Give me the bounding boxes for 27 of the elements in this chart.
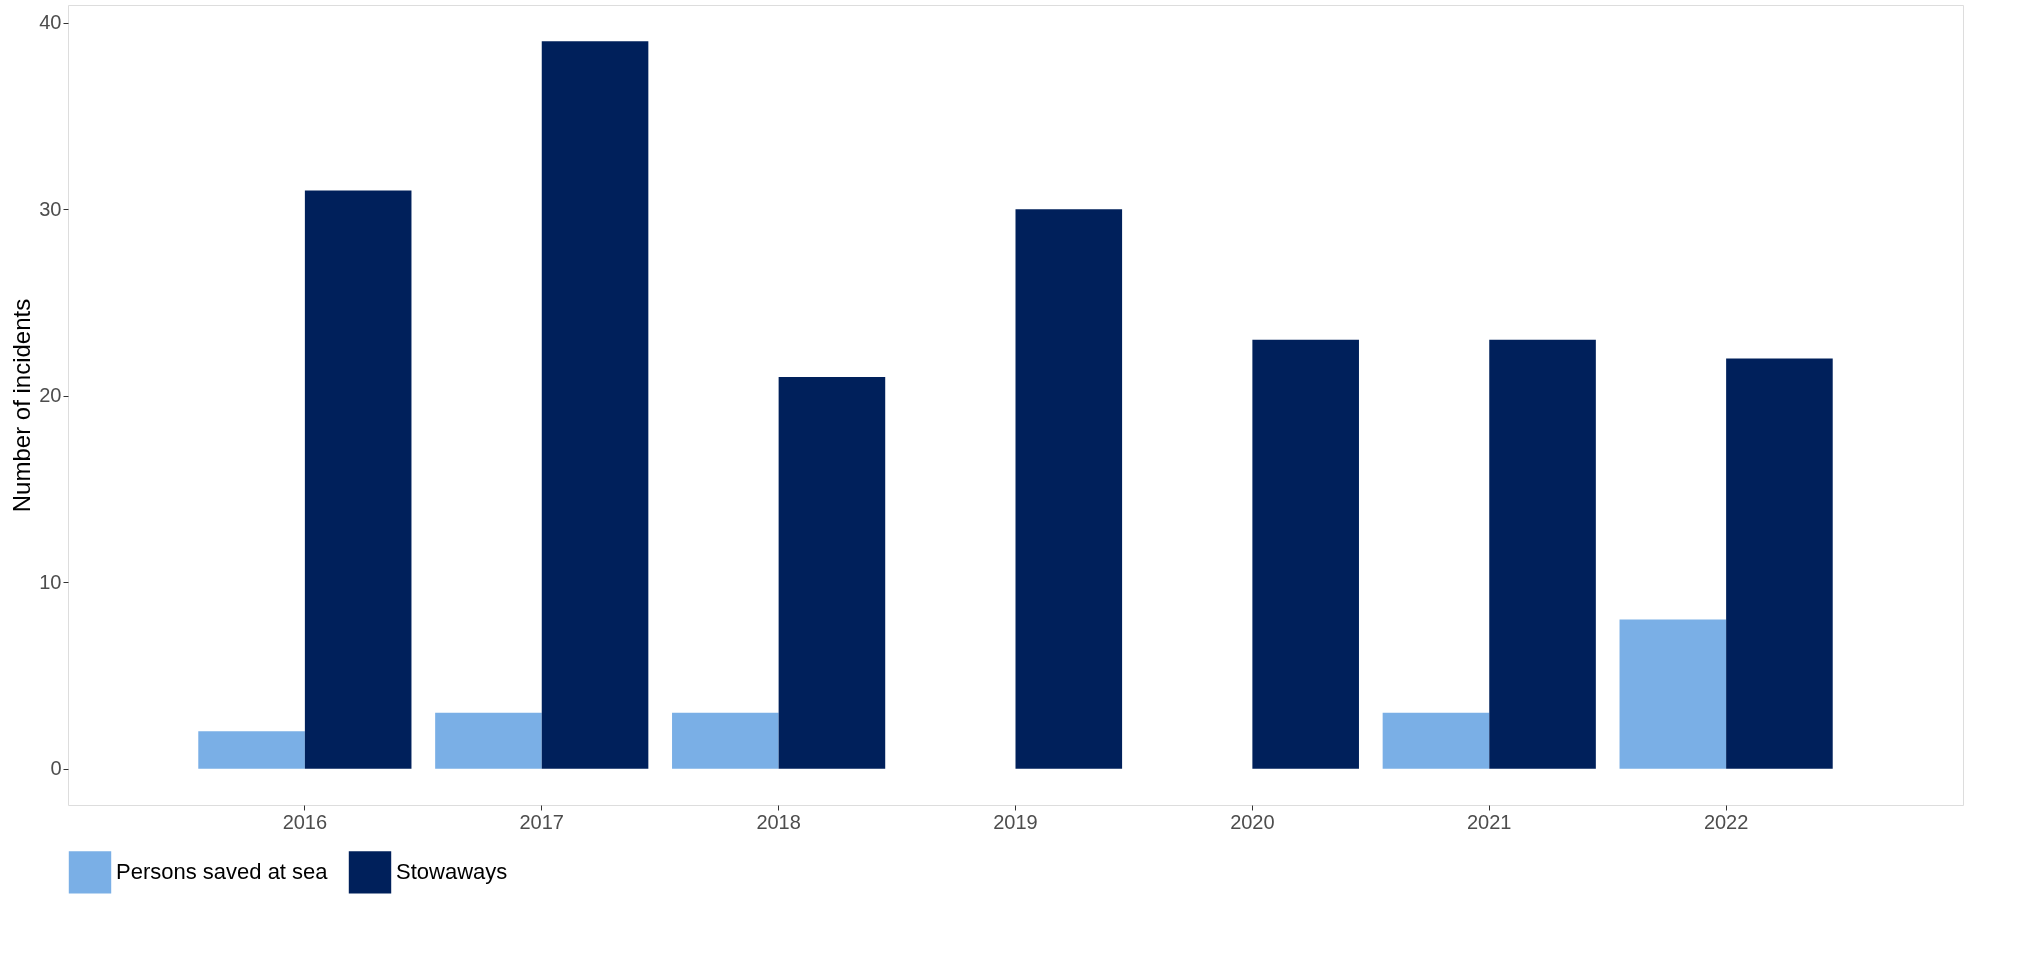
bar <box>1726 358 1833 769</box>
x-tick-label: 2020 <box>1230 810 1275 833</box>
y-tick-label: 10 <box>39 570 62 593</box>
legend-label: Stowaways <box>396 859 508 885</box>
bar <box>304 190 412 769</box>
y-tick-label: 20 <box>39 384 62 407</box>
bar <box>1252 339 1359 769</box>
y-axis-title: Number of incidents <box>8 298 36 513</box>
x-tick-label: 2016 <box>282 810 328 833</box>
x-tick-label: 2021 <box>1467 810 1512 833</box>
y-tick-label: 40 <box>39 11 62 34</box>
bar <box>435 712 542 769</box>
bar <box>541 41 649 769</box>
bar <box>198 731 305 769</box>
bar <box>672 712 779 769</box>
bar <box>1382 712 1490 769</box>
bar <box>1619 619 1727 769</box>
y-tick-label: 0 <box>50 757 62 780</box>
x-tick-label: 2022 <box>1703 810 1749 833</box>
bar <box>778 377 886 769</box>
x-tick-label: 2018 <box>756 810 801 833</box>
y-tick-label: 30 <box>39 197 62 220</box>
legend-label: Persons saved at sea <box>116 859 329 885</box>
x-tick-label: 2017 <box>519 810 564 833</box>
bar <box>1489 339 1596 769</box>
x-tick-label: 2019 <box>993 810 1038 833</box>
bar <box>1015 209 1123 769</box>
